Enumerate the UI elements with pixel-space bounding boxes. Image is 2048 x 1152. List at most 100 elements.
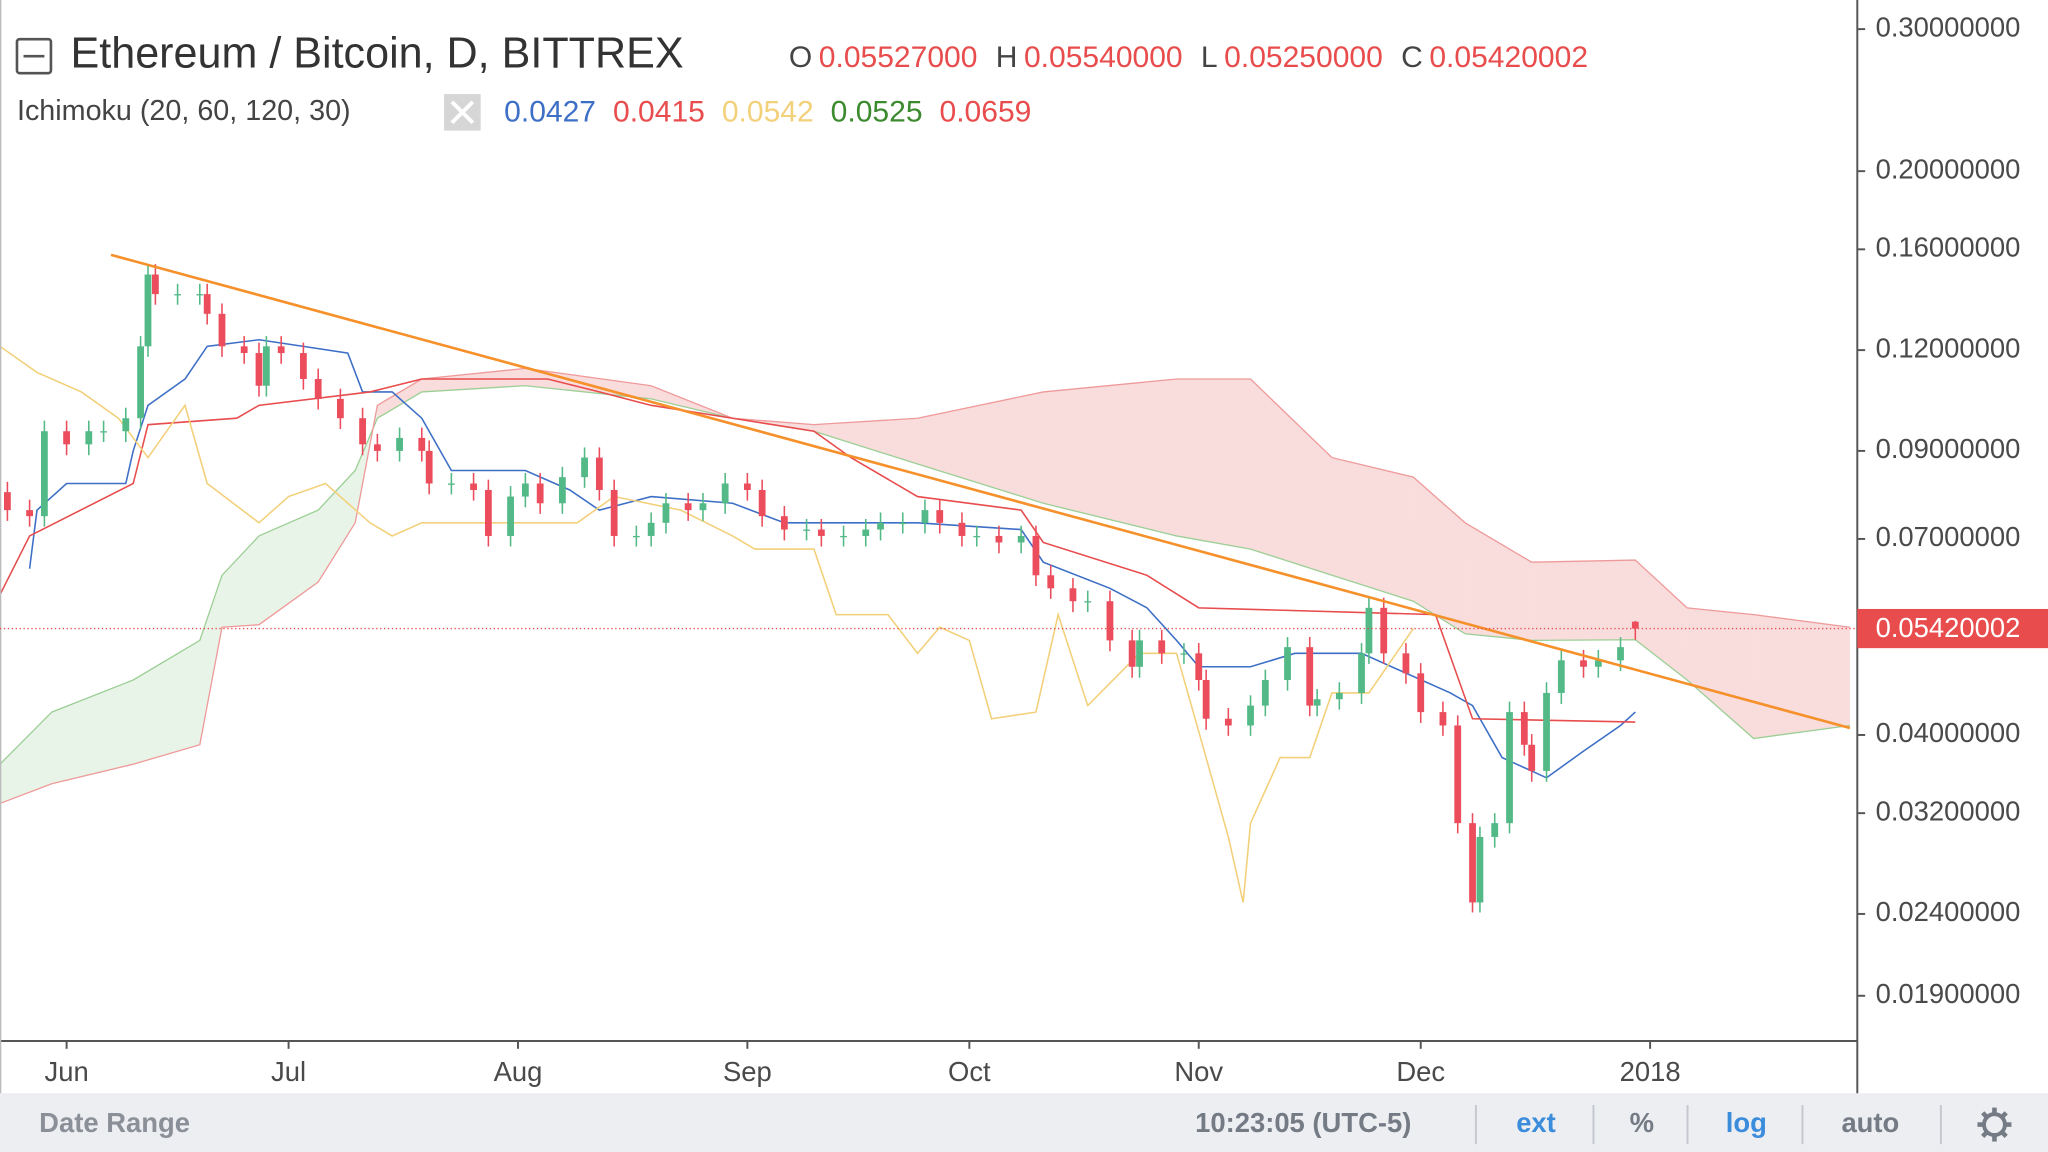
x-tick-label: Jul	[271, 1056, 306, 1087]
ichimoku-line	[0, 345, 1414, 903]
ichimoku-cloud	[221, 535, 259, 628]
candle-body	[632, 535, 640, 538]
candle-body	[1365, 607, 1373, 654]
candle-body	[1047, 575, 1055, 589]
gear-ring[interactable]	[1982, 1112, 2007, 1137]
candle-body	[1454, 725, 1462, 824]
candle-body	[877, 522, 884, 530]
candle-body	[484, 489, 492, 536]
ohlc-value: 0.05540000	[1024, 41, 1183, 74]
candle-body	[817, 529, 825, 536]
clock: 10:23:05 (UTC-5)	[1195, 1107, 1411, 1138]
candle-body	[1380, 607, 1388, 654]
y-tick-label: 0.02400000	[1876, 896, 2021, 927]
candle-body	[1402, 653, 1410, 674]
candle-body	[1506, 712, 1513, 824]
ichimoku-cloud	[51, 679, 134, 784]
candle-body	[240, 346, 248, 354]
indicator-value: 0.0659	[940, 96, 1032, 129]
candle-body	[780, 516, 788, 530]
y-tick-label: 0.20000000	[1876, 153, 2021, 184]
ohlc-key: H	[996, 41, 1018, 74]
price-tag	[1857, 608, 2048, 649]
indicator-value: 0.0415	[613, 96, 705, 129]
date-range-button[interactable]: Date Range	[39, 1107, 190, 1138]
candle-body	[63, 431, 70, 445]
ichimoku-cloud	[421, 368, 526, 392]
indicator-label: Ichimoku (20, 60, 120, 30)	[17, 95, 351, 127]
candle-body	[1128, 640, 1136, 667]
x-tick-label: Jun	[45, 1056, 89, 1087]
candle-body	[1069, 588, 1077, 602]
series-icon[interactable]	[15, 37, 53, 75]
ichimoku-cloud	[199, 575, 222, 745]
candle-body	[1195, 653, 1203, 680]
candle-body	[1032, 535, 1040, 576]
candle-body	[662, 503, 670, 523]
ichimoku-cloud	[1331, 457, 1414, 602]
ichimoku-cloud	[1176, 379, 1251, 550]
candle-body	[521, 483, 529, 497]
close-x	[450, 100, 475, 125]
candle-body	[26, 510, 33, 517]
candle-body	[1476, 836, 1484, 903]
candle-body	[1439, 712, 1447, 726]
ohlc-key: L	[1201, 41, 1218, 74]
ohlc-value: 0.05420002	[1429, 41, 1588, 74]
ohlc-value: 0.05527000	[819, 41, 978, 74]
candle-body	[359, 418, 366, 445]
candle-body	[137, 346, 144, 419]
candle-body	[1335, 692, 1343, 700]
lead-b-line	[0, 367, 1850, 805]
indicator-value: 0.0427	[504, 96, 596, 129]
ohlc-value: 0.05250000	[1224, 41, 1383, 74]
symbol-title: Ethereum / Bitcoin, D, BITTREX	[71, 30, 684, 78]
candle-body	[595, 457, 603, 490]
candle-body	[699, 503, 707, 511]
collapse-icon[interactable]	[15, 37, 53, 75]
candle-body	[995, 535, 1003, 543]
x-tick-label: Nov	[1174, 1056, 1223, 1087]
ichimoku-cloud	[732, 418, 814, 432]
candle-body	[85, 431, 93, 445]
y-tick-label: 0.07000000	[1876, 521, 2021, 552]
candle-body	[1224, 718, 1232, 726]
candle-body	[1180, 653, 1188, 655]
indicator-close[interactable]	[444, 94, 481, 131]
ichimoku-cloud	[0, 712, 52, 804]
toolbar-button[interactable]: auto	[1841, 1107, 1899, 1138]
candle-body	[1158, 640, 1166, 654]
ichimoku-cloud	[1465, 522, 1532, 641]
candle-body	[144, 274, 152, 347]
candle-body	[958, 522, 966, 536]
candle-body	[973, 535, 981, 538]
candle-body	[418, 437, 426, 451]
candle-body	[122, 418, 130, 432]
candle-body	[262, 346, 270, 386]
plot-area	[0, 253, 1851, 913]
candle-body	[425, 450, 433, 484]
candle-body	[862, 529, 870, 536]
candle-body	[299, 353, 307, 380]
y-tick-label: 0.12000000	[1876, 332, 2021, 363]
settings-gear[interactable]	[1977, 1107, 2012, 1142]
candle-body	[1017, 535, 1025, 543]
trendline	[110, 253, 1851, 730]
ichimoku-cloud	[258, 510, 319, 625]
candle-body	[558, 477, 566, 504]
candle-body	[314, 379, 322, 399]
candle-body	[1284, 647, 1291, 680]
ichimoku-cloud	[1413, 477, 1466, 634]
toolbar-button[interactable]: log	[1726, 1107, 1767, 1138]
candle-body	[758, 489, 766, 517]
toolbar-button[interactable]: %	[1630, 1107, 1654, 1138]
candle-body	[1557, 660, 1565, 693]
candle-body	[196, 294, 204, 296]
ichimoku-cloud	[318, 470, 356, 583]
candle-body	[1247, 705, 1254, 726]
ichimoku-cloud	[1753, 614, 1850, 739]
candle-body	[899, 522, 907, 525]
candle-body	[151, 274, 159, 295]
toolbar-button[interactable]: ext	[1516, 1107, 1556, 1138]
